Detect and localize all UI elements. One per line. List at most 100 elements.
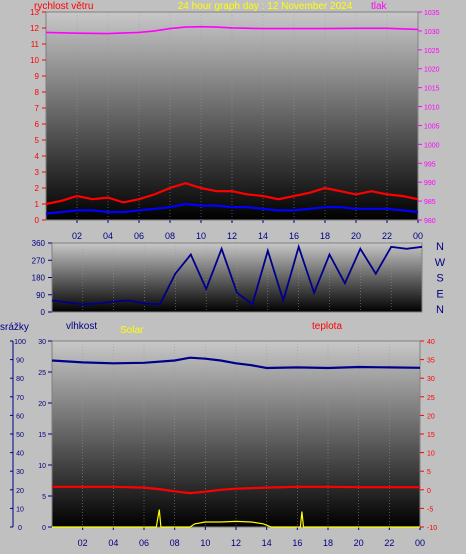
series-temperature (52, 485, 420, 495)
y-left-tick-label: 5 (35, 136, 40, 145)
x-tick-label: 02 (72, 231, 82, 241)
x-tick-label: 00 (415, 538, 425, 548)
x-tick-label: 10 (196, 231, 206, 241)
x-tick-label: 12 (231, 538, 241, 548)
x-tick-label: 06 (134, 231, 144, 241)
y-left-tick-label: 11 (31, 40, 40, 49)
x-tick-label: 04 (108, 538, 118, 548)
humidity-tick-label: 10 (38, 463, 46, 470)
rain-tick-label: 10 (16, 506, 24, 513)
temperature-axis-label: teplota (312, 321, 342, 332)
x-tick-label: 02 (78, 538, 88, 548)
y-right-tick-label: 1025 (424, 48, 440, 55)
y-right-tick-label: 1000 (424, 142, 440, 149)
x-tick-label: 16 (292, 538, 302, 548)
direction-tick-label: 90 (36, 291, 45, 300)
y-right-tick-label: 980 (424, 218, 436, 225)
x-tick-label: 18 (320, 231, 330, 241)
x-tick-label: 14 (262, 538, 272, 548)
y-right-tick-label: 1035 (424, 10, 440, 17)
temperature-tick-label: 15 (427, 432, 435, 439)
y-left-tick-label: 13 (30, 8, 39, 17)
rain-tick-label: 20 (16, 488, 24, 495)
temperature-tick-label: 20 (427, 413, 435, 420)
series-solar (52, 509, 420, 528)
compass-label: S (436, 273, 443, 285)
x-tick-label: 12 (227, 231, 237, 241)
temperature-tick-label: 10 (427, 451, 435, 458)
x-tick-label: 16 (289, 231, 299, 241)
wind-pressure-plot-area (45, 11, 419, 221)
compass-label: N (436, 304, 444, 316)
temperature-tick-label: 5 (427, 469, 431, 476)
series-wind_gust (45, 182, 419, 206)
rain-tick-label: 70 (16, 395, 24, 402)
y-right-tick-label: 1005 (424, 123, 440, 130)
direction-tick-label: 270 (32, 256, 46, 265)
x-tick-label: 22 (382, 231, 392, 241)
humidity-tick-label: 20 (38, 401, 46, 408)
y-left-tick-label: 9 (35, 72, 40, 81)
x-tick-label: 04 (103, 231, 113, 241)
x-tick-label: 20 (351, 231, 361, 241)
series-humidity (51, 356, 421, 370)
series-wind_avg (45, 202, 419, 215)
compass-label: E (436, 288, 443, 300)
temperature-tick-label: -10 (427, 525, 437, 532)
chart-title: 24 hour graph day : 12 November 2024 (178, 1, 353, 12)
y-left-tick-label: 6 (35, 120, 40, 129)
x-tick-label: 08 (170, 538, 180, 548)
y-left-tick-label: 12 (30, 24, 39, 33)
humidity-axis-label: vlhkost (66, 321, 97, 332)
direction-tick-label: 0 (41, 308, 46, 317)
y-left-tick-label: 3 (35, 168, 40, 177)
y-left-tick-label: 10 (30, 56, 39, 65)
humidity-tick-label: 0 (42, 525, 46, 532)
x-tick-label: 00 (413, 231, 423, 241)
y-left-tick-label: 4 (35, 152, 40, 161)
temperature-tick-label: 0 (427, 488, 431, 495)
x-tick-label: 18 (323, 538, 333, 548)
temperature-tick-label: -5 (427, 506, 433, 513)
y-right-tick-label: 1030 (424, 29, 440, 36)
y-left-tick-label: 2 (35, 184, 40, 193)
x-tick-label: 08 (165, 231, 175, 241)
humidity-tick-label: 5 (42, 494, 46, 501)
humidity-tick-label: 30 (38, 339, 46, 346)
rain-tick-label: 50 (16, 432, 24, 439)
x-tick-label: 22 (384, 538, 394, 548)
humidity-tick-label: 15 (38, 432, 46, 439)
rain-tick-label: 40 (16, 451, 24, 458)
x-tick-label: 20 (354, 538, 364, 548)
y-left-tick-label: 8 (35, 88, 40, 97)
series-direction (51, 243, 423, 306)
humidity-tick-label: 25 (38, 370, 46, 377)
temperature-tick-label: 35 (427, 358, 435, 365)
y-right-tick-label: 985 (424, 199, 436, 206)
temperature-tick-label: 25 (427, 395, 435, 402)
temperature-tick-label: 30 (427, 376, 435, 383)
rain-tick-label: 60 (16, 413, 24, 420)
pressure-axis-label: tlak (371, 1, 388, 12)
y-right-tick-label: 995 (424, 161, 436, 168)
y-left-tick-label: 1 (35, 200, 40, 209)
direction-tick-label: 180 (32, 274, 46, 283)
y-left-tick-label: 0 (35, 216, 40, 225)
rain-tick-label: 30 (16, 469, 24, 476)
compass-label: N (436, 241, 444, 253)
temperature-tick-label: 40 (427, 339, 435, 346)
y-left-tick-label: 7 (35, 104, 40, 113)
x-tick-label: 14 (258, 231, 268, 241)
rain-tick-label: 80 (16, 376, 24, 383)
x-tick-label: 10 (200, 538, 210, 548)
x-tick-label: 06 (139, 538, 149, 548)
y-right-tick-label: 1015 (424, 86, 440, 93)
y-right-tick-label: 1010 (424, 105, 440, 112)
compass-label: W (435, 257, 446, 269)
direction-tick-label: 360 (32, 239, 46, 248)
y-right-tick-label: 990 (424, 180, 436, 187)
series-pressure (45, 25, 419, 35)
rain-tick-label: 100 (14, 339, 26, 346)
solar-axis-label: Solar (120, 325, 144, 336)
